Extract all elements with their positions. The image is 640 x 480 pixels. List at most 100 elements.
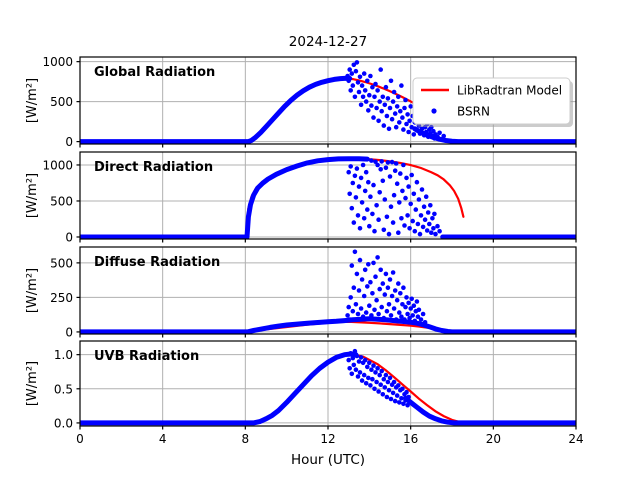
bsrn-scatter-point <box>356 184 362 189</box>
bsrn-scatter-point <box>441 133 447 139</box>
legend-model-label: LibRadtran Model <box>457 84 562 98</box>
bsrn-scatter-point <box>367 360 372 366</box>
x-tick-label: 24 <box>568 432 583 446</box>
bsrn-scatter-point <box>402 105 407 111</box>
bsrn-scatter-point <box>385 160 391 165</box>
bsrn-scatter-point <box>411 132 417 137</box>
bsrn-scatter-point <box>369 367 374 373</box>
bsrn-scatter-point <box>370 376 375 382</box>
bsrn-scatter-point <box>371 363 376 368</box>
bsrn-scatter-point <box>379 159 385 164</box>
bsrn-scatter-point <box>376 389 381 394</box>
bsrn-scatter-point <box>422 320 428 325</box>
panel-title: UVB Radiation <box>94 349 199 364</box>
bsrn-scatter-point <box>415 314 421 320</box>
bsrn-scatter-point <box>416 197 422 202</box>
panel-uvb-radiation: 0.0 0.5 1.0 [W/m²] UVB Radiation 0 4 8 12 16 20 24 <box>25 340 584 446</box>
bsrn-scatter-point <box>372 94 377 100</box>
legend: LibRadtran Model BSRN <box>412 77 573 127</box>
bsrn-scatter-point <box>362 267 368 273</box>
bsrn-scatter-point <box>351 285 357 291</box>
bsrn-scatter-point <box>403 97 408 103</box>
bsrn-scatter-point <box>346 169 352 175</box>
bsrn-scatter-point <box>349 263 355 268</box>
bsrn-scatter-point <box>348 351 354 356</box>
bsrn-scatter-point <box>373 81 378 87</box>
bsrn-scatter-point <box>409 124 415 130</box>
bsrn-scatter-point <box>372 307 377 313</box>
bsrn-scatter-point <box>437 130 442 136</box>
y-tick-label: 500 <box>50 95 73 109</box>
bsrn-scatter-point <box>394 297 400 303</box>
bsrn-scatter-point <box>378 67 384 72</box>
bsrn-scatter-point <box>381 123 387 128</box>
bsrn-scatter-point <box>345 73 350 79</box>
bsrn-scatter-point <box>388 204 394 209</box>
bsrn-scatter-point <box>376 217 381 222</box>
bsrn-scatter-point <box>403 195 408 201</box>
bsrn-scatter-point <box>348 88 354 93</box>
bsrn-scatter-point <box>377 372 383 378</box>
bsrn-scatter-point <box>370 211 375 217</box>
bsrn-scatter-point <box>387 375 393 381</box>
bsrn-scatter-point <box>361 216 367 221</box>
bsrn-scatter-point <box>402 223 407 228</box>
bsrn-scatter-point <box>413 207 419 212</box>
bsrn-scatter-point <box>393 124 399 130</box>
bsrn-scatter-point <box>401 285 406 291</box>
bsrn-scatter-point <box>357 370 363 375</box>
bsrn-scatter-point <box>407 315 412 321</box>
bsrn-scatter-point <box>383 271 389 277</box>
bsrn-dense-curve <box>80 351 359 426</box>
bsrn-scatter-point <box>382 385 388 390</box>
bsrn-scatter-point <box>391 306 397 311</box>
bsrn-scatter-point <box>349 205 355 211</box>
bsrn-scatter-point <box>412 228 418 234</box>
bsrn-scatter-point <box>375 366 380 371</box>
bsrn-scatter-point <box>388 78 394 84</box>
bsrn-scatter-point <box>365 78 370 84</box>
bsrn-scatter-point <box>424 228 430 233</box>
bsrn-scatter-point <box>367 223 372 229</box>
bsrn-scatter-point <box>383 165 389 171</box>
bsrn-scatter-point <box>350 308 356 314</box>
bsrn-scatter-point <box>406 394 411 400</box>
bsrn-scatter-point <box>378 167 384 172</box>
bsrn-scatter-point <box>351 62 357 68</box>
x-tick-label: 4 <box>159 432 167 446</box>
bsrn-scatter-point <box>393 161 399 166</box>
bsrn-scatter-point <box>373 370 378 375</box>
bsrn-scatter-point <box>365 207 370 212</box>
bsrn-scatter-point <box>346 78 352 84</box>
bsrn-scatter-point <box>368 73 373 79</box>
bsrn-scatter-point <box>370 84 375 90</box>
bsrn-scatter-point <box>360 314 366 320</box>
bsrn-scatter-point <box>391 89 397 95</box>
bsrn-scatter-point <box>354 353 360 359</box>
bsrn-scatter-point <box>359 277 365 282</box>
bsrn-scatter-point <box>390 99 396 104</box>
y-axis-label: [W/m²] <box>25 268 40 313</box>
bsrn-scatter-point <box>384 308 390 314</box>
bsrn-scatter-point <box>376 311 381 317</box>
bsrn-scatter-point <box>427 221 432 227</box>
bsrn-scatter-point <box>374 379 379 385</box>
bsrn-scatter-point <box>405 402 410 408</box>
bsrn-scatter-point <box>356 89 362 95</box>
bsrn-scatter-point <box>389 293 395 299</box>
bsrn-scatter-point <box>381 315 387 321</box>
bsrn-scatter-point <box>396 383 401 388</box>
bsrn-scatter-point <box>363 381 369 386</box>
bsrn-scatter-point <box>361 71 367 76</box>
bsrn-scatter-point <box>392 288 398 293</box>
bsrn-scatter-point <box>354 60 360 65</box>
bsrn-scatter-point <box>355 374 361 379</box>
bsrn-scatter-point <box>382 102 388 108</box>
bsrn-scatter-point <box>376 118 381 124</box>
panel-title: Direct Radiation <box>94 160 213 175</box>
bsrn-scatter-point <box>394 181 400 186</box>
bsrn-dense-curve <box>403 395 576 426</box>
bsrn-scatter-point <box>422 217 428 222</box>
bsrn-scatter-point <box>369 103 374 108</box>
